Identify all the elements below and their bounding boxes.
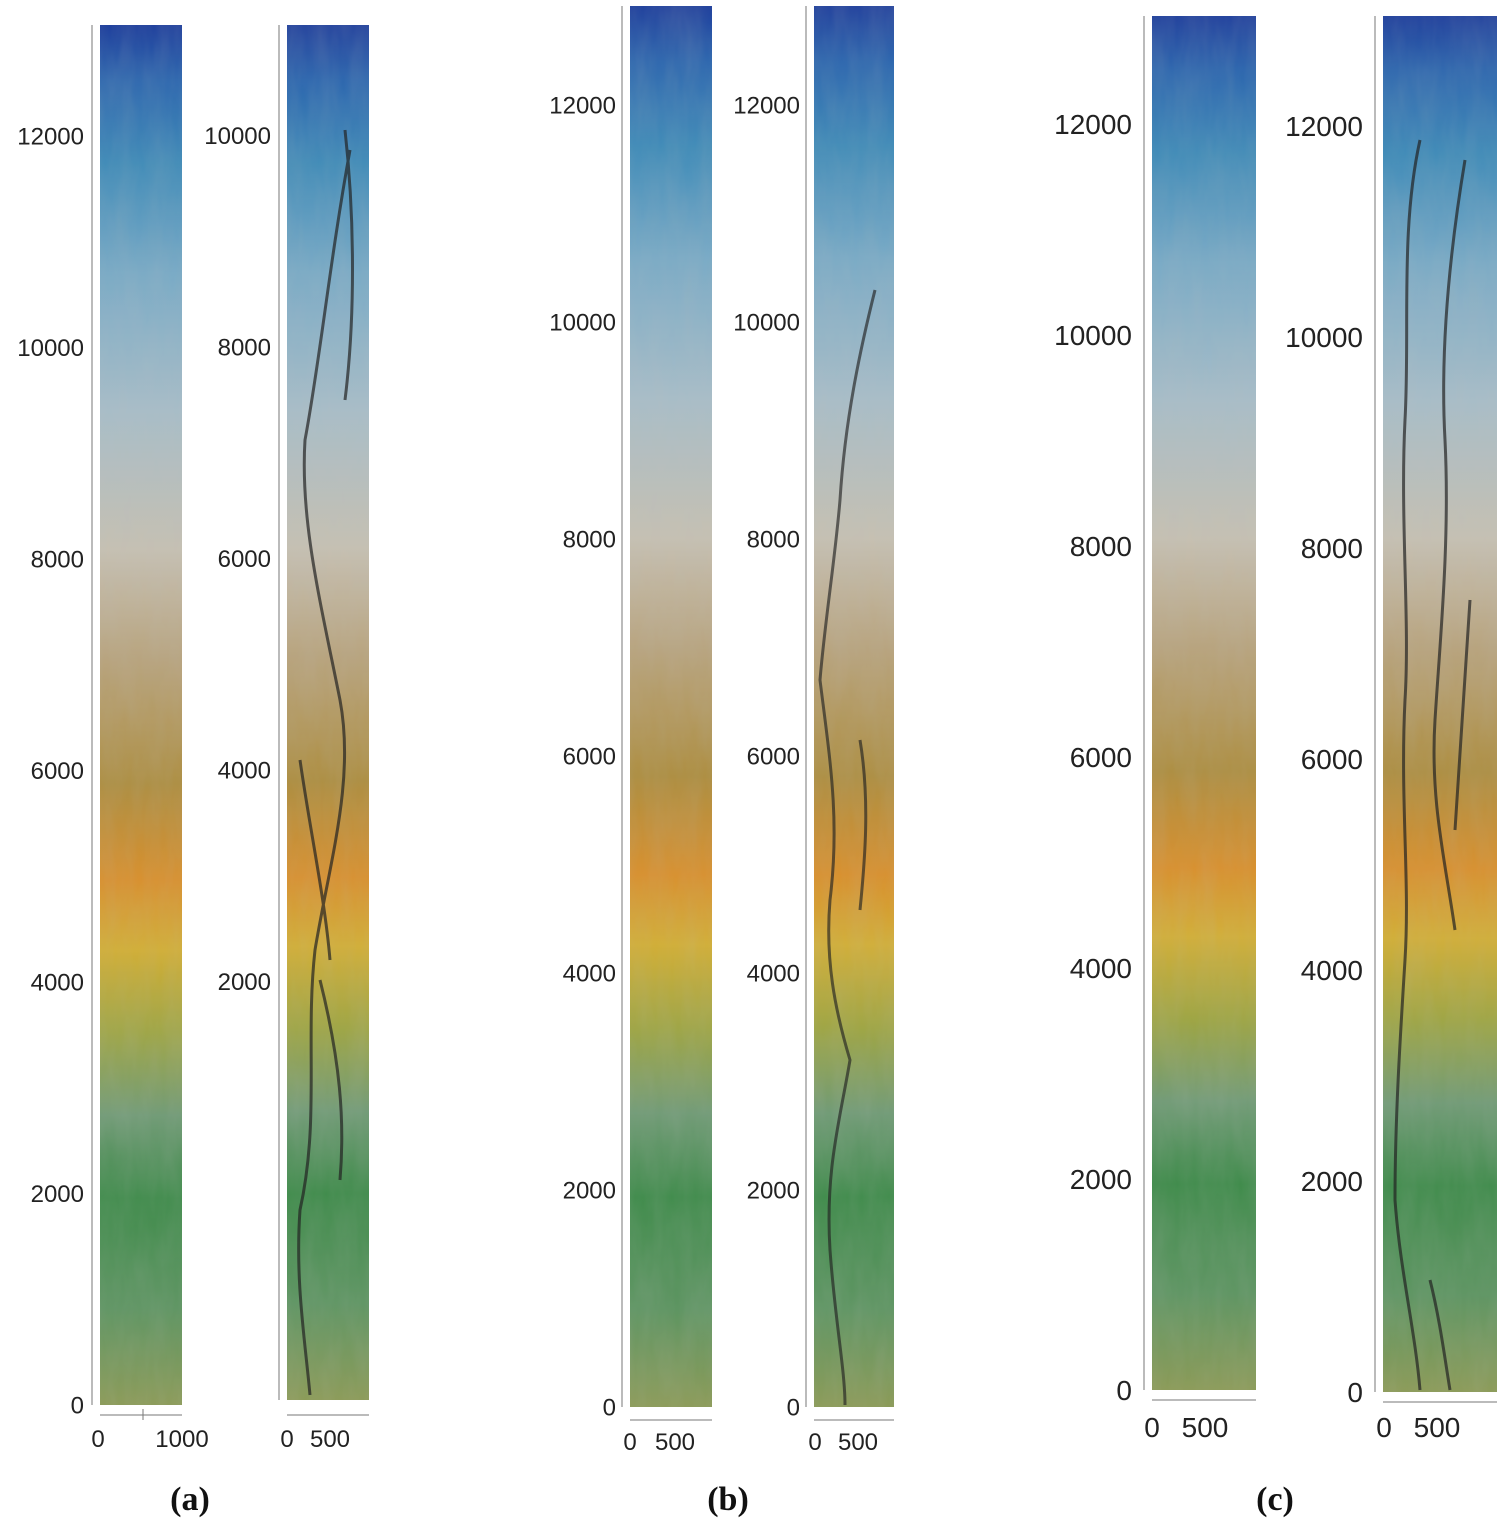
panel-b: (b)	[621, 6, 894, 1518]
y-tick-label: 12000	[17, 123, 84, 150]
y-tick-label: 10000	[204, 123, 271, 150]
x-tick-label: 500	[310, 1426, 350, 1453]
y-tick-label: 2000	[1070, 1164, 1132, 1195]
y-tick-label: 6000	[1070, 742, 1132, 773]
y-tick-label: 6000	[563, 743, 616, 770]
y-tick-label: 10000	[549, 309, 616, 336]
y-tick-label: 12000	[1285, 111, 1363, 142]
y-tick-label: 2000	[563, 1177, 616, 1204]
strip-b-eroded	[805, 6, 894, 1421]
y-tick-label: 2000	[31, 1181, 84, 1208]
x-tick-label: 0	[1144, 1412, 1160, 1443]
y-tick-label: 0	[1347, 1377, 1363, 1408]
y-tick-label: 4000	[563, 960, 616, 987]
panel-a: (a)	[91, 25, 369, 1518]
y-tick-label: 10000	[733, 309, 800, 336]
y-tick-label: 12000	[549, 92, 616, 119]
y-tick-label: 6000	[1301, 744, 1363, 775]
y-tick-label: 10000	[1285, 322, 1363, 353]
x-tick-label: 500	[655, 1429, 695, 1456]
strip-c-smooth	[1143, 16, 1256, 1401]
channel-network	[818, 289, 877, 1406]
y-tick-label: 0	[603, 1394, 616, 1421]
y-tick-label: 12000	[1054, 109, 1132, 140]
panel-label-a: (a)	[170, 1481, 210, 1518]
strip-b-smooth	[621, 6, 712, 1421]
y-tick-label: 4000	[218, 757, 271, 784]
y-tick-label: 4000	[1301, 955, 1363, 986]
y-tick-label: 8000	[1301, 533, 1363, 564]
y-tick-label: 4000	[31, 969, 84, 996]
strip-a-eroded	[278, 25, 369, 1416]
strip-a-smooth	[91, 25, 182, 1420]
x-tick-label: 0	[808, 1429, 821, 1456]
y-tick-label: 6000	[218, 546, 271, 573]
y-tick-label: 8000	[747, 526, 800, 553]
tick-labels: 0 2000 4000 6000 8000 10000 12000 0 1000 2000 4000…	[17, 92, 1461, 1456]
y-tick-label: 8000	[563, 526, 616, 553]
y-tick-label: 0	[1116, 1375, 1132, 1406]
y-tick-label: 4000	[1070, 953, 1132, 984]
x-tick-label: 500	[1182, 1412, 1229, 1443]
channel-network	[297, 129, 354, 1396]
x-tick-label: 0	[280, 1426, 293, 1453]
x-tick-label: 500	[838, 1429, 878, 1456]
x-tick-label: 0	[91, 1426, 104, 1453]
y-tick-label: 12000	[733, 92, 800, 119]
x-tick-label: 0	[1376, 1412, 1392, 1443]
y-tick-label: 2000	[218, 969, 271, 996]
y-tick-label: 8000	[31, 546, 84, 573]
panel-label-b: (b)	[707, 1481, 749, 1518]
x-tick-label: 0	[623, 1429, 636, 1456]
y-tick-label: 8000	[218, 334, 271, 361]
panel-label-c: (c)	[1256, 1481, 1294, 1518]
y-tick-label: 4000	[747, 960, 800, 987]
y-tick-label: 6000	[31, 758, 84, 785]
y-tick-label: 8000	[1070, 531, 1132, 562]
y-tick-label: 0	[71, 1392, 84, 1419]
x-tick-label: 500	[1414, 1412, 1461, 1443]
y-tick-label: 0	[787, 1394, 800, 1421]
panel-c: (c)	[1143, 16, 1497, 1518]
y-tick-label: 2000	[1301, 1166, 1363, 1197]
x-tick-label: 1000	[155, 1426, 208, 1453]
y-tick-label: 10000	[1054, 320, 1132, 351]
y-tick-label: 6000	[747, 743, 800, 770]
strip-c-eroded	[1374, 16, 1497, 1403]
y-tick-label: 2000	[747, 1177, 800, 1204]
channel-network	[1393, 139, 1472, 1391]
y-tick-label: 10000	[17, 335, 84, 362]
